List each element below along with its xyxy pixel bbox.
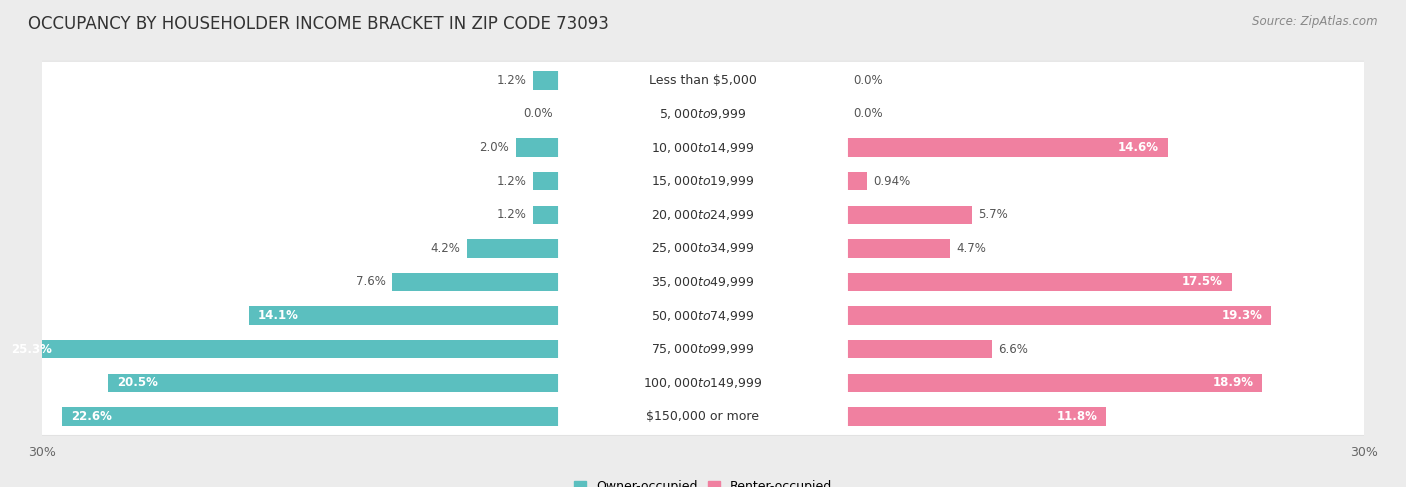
Text: 6.6%: 6.6%	[998, 343, 1028, 356]
Text: 17.5%: 17.5%	[1182, 276, 1223, 288]
FancyBboxPatch shape	[35, 364, 1371, 401]
FancyBboxPatch shape	[32, 363, 1374, 402]
Bar	[108, 374, 560, 392]
Text: $100,000 to $149,999: $100,000 to $149,999	[644, 376, 762, 390]
Text: 19.3%: 19.3%	[1222, 309, 1263, 322]
FancyBboxPatch shape	[35, 163, 1371, 200]
Text: 1.2%: 1.2%	[496, 74, 527, 87]
FancyBboxPatch shape	[558, 405, 848, 429]
FancyBboxPatch shape	[32, 330, 1374, 369]
Text: 14.6%: 14.6%	[1118, 141, 1159, 154]
FancyBboxPatch shape	[35, 95, 1371, 132]
Bar	[249, 306, 560, 325]
Bar	[392, 273, 560, 291]
Text: $50,000 to $74,999: $50,000 to $74,999	[651, 309, 755, 322]
FancyBboxPatch shape	[558, 135, 848, 159]
FancyBboxPatch shape	[35, 331, 1371, 368]
Bar	[516, 138, 560, 157]
Text: 0.94%: 0.94%	[873, 175, 911, 187]
Text: $25,000 to $34,999: $25,000 to $34,999	[651, 242, 755, 255]
FancyBboxPatch shape	[32, 94, 1374, 133]
Text: Less than $5,000: Less than $5,000	[650, 74, 756, 87]
Bar	[846, 340, 991, 358]
FancyBboxPatch shape	[558, 371, 848, 395]
FancyBboxPatch shape	[558, 270, 848, 294]
Text: $10,000 to $14,999: $10,000 to $14,999	[651, 141, 755, 154]
Text: $20,000 to $24,999: $20,000 to $24,999	[651, 208, 755, 222]
Bar	[3, 340, 560, 358]
FancyBboxPatch shape	[558, 169, 848, 193]
Text: $15,000 to $19,999: $15,000 to $19,999	[651, 174, 755, 188]
FancyBboxPatch shape	[32, 229, 1374, 268]
Text: 2.0%: 2.0%	[479, 141, 509, 154]
Bar	[533, 206, 560, 224]
Text: 18.9%: 18.9%	[1213, 376, 1254, 389]
Text: 22.6%: 22.6%	[70, 410, 111, 423]
FancyBboxPatch shape	[558, 236, 848, 261]
Bar	[846, 138, 1168, 157]
FancyBboxPatch shape	[558, 337, 848, 361]
Text: 1.2%: 1.2%	[496, 208, 527, 221]
Bar	[846, 273, 1232, 291]
Text: Source: ZipAtlas.com: Source: ZipAtlas.com	[1253, 15, 1378, 28]
FancyBboxPatch shape	[558, 102, 848, 126]
FancyBboxPatch shape	[558, 304, 848, 328]
FancyBboxPatch shape	[558, 68, 848, 92]
Legend: Owner-occupied, Renter-occupied: Owner-occupied, Renter-occupied	[574, 480, 832, 487]
Text: $150,000 or more: $150,000 or more	[647, 410, 759, 423]
FancyBboxPatch shape	[35, 62, 1371, 99]
Bar	[846, 239, 949, 258]
FancyBboxPatch shape	[32, 128, 1374, 167]
Text: 0.0%: 0.0%	[853, 74, 883, 87]
Text: 0.0%: 0.0%	[853, 108, 883, 120]
Text: 7.6%: 7.6%	[356, 276, 385, 288]
Bar	[846, 407, 1107, 426]
FancyBboxPatch shape	[32, 262, 1374, 301]
Bar	[846, 306, 1271, 325]
Text: 20.5%: 20.5%	[117, 376, 157, 389]
Bar	[533, 71, 560, 90]
FancyBboxPatch shape	[35, 196, 1371, 233]
FancyBboxPatch shape	[558, 203, 848, 226]
Text: 1.2%: 1.2%	[496, 175, 527, 187]
FancyBboxPatch shape	[35, 230, 1371, 267]
FancyBboxPatch shape	[35, 263, 1371, 300]
FancyBboxPatch shape	[32, 397, 1374, 436]
Text: 25.3%: 25.3%	[11, 343, 52, 356]
Bar	[846, 206, 972, 224]
Text: 11.8%: 11.8%	[1056, 410, 1097, 423]
Text: 5.7%: 5.7%	[979, 208, 1008, 221]
Text: $35,000 to $49,999: $35,000 to $49,999	[651, 275, 755, 289]
Text: 14.1%: 14.1%	[259, 309, 299, 322]
FancyBboxPatch shape	[32, 195, 1374, 234]
Text: OCCUPANCY BY HOUSEHOLDER INCOME BRACKET IN ZIP CODE 73093: OCCUPANCY BY HOUSEHOLDER INCOME BRACKET …	[28, 15, 609, 33]
Bar	[846, 172, 868, 190]
FancyBboxPatch shape	[35, 398, 1371, 435]
Text: $75,000 to $99,999: $75,000 to $99,999	[651, 342, 755, 356]
FancyBboxPatch shape	[35, 297, 1371, 334]
Bar	[533, 172, 560, 190]
Text: 4.2%: 4.2%	[430, 242, 461, 255]
FancyBboxPatch shape	[32, 61, 1374, 100]
Text: 4.7%: 4.7%	[956, 242, 986, 255]
Bar	[467, 239, 560, 258]
Bar	[62, 407, 560, 426]
FancyBboxPatch shape	[35, 129, 1371, 166]
Text: $5,000 to $9,999: $5,000 to $9,999	[659, 107, 747, 121]
Bar	[846, 374, 1263, 392]
FancyBboxPatch shape	[32, 162, 1374, 201]
FancyBboxPatch shape	[32, 296, 1374, 335]
Text: 0.0%: 0.0%	[523, 108, 553, 120]
